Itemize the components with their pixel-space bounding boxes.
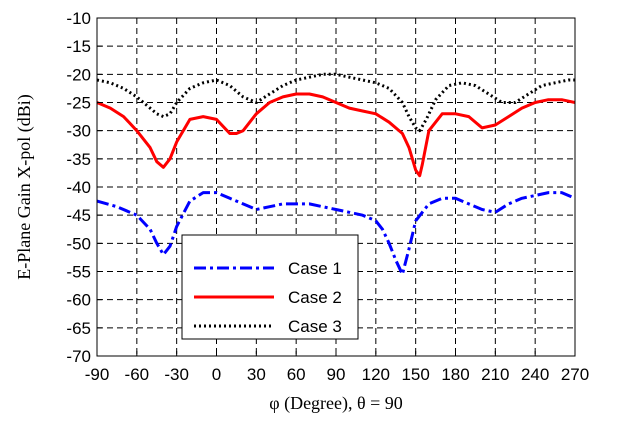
series-line-case-1: [97, 191, 575, 276]
x-tick-label: -60: [125, 365, 150, 384]
x-tick-label: 120: [362, 365, 390, 384]
x-axis-tick-labels: -90 -60 -30 0 30 60 90 120 150 180 210 240 270: [85, 365, 589, 384]
y-tick-label: -40: [66, 178, 91, 197]
y-axis-label: E-Plane Gain X-pol (dBi): [14, 94, 35, 279]
x-tick-label: 30: [247, 365, 266, 384]
y-tick-label: -25: [66, 94, 91, 113]
x-tick-label: -30: [164, 365, 189, 384]
y-tick-label: -35: [66, 150, 91, 169]
y-tick-label: -55: [66, 263, 91, 282]
legend-label: Case 1: [288, 259, 342, 278]
y-tick-label: -70: [66, 347, 91, 366]
series-line-case-3: [97, 72, 575, 133]
y-tick-label: -30: [66, 122, 91, 141]
x-tick-label: 90: [327, 365, 346, 384]
y-tick-label: -60: [66, 291, 91, 310]
legend-label: Case 3: [288, 317, 342, 336]
x-tick-label: 150: [401, 365, 429, 384]
x-tick-label: -90: [85, 365, 110, 384]
series-layer: [97, 72, 575, 276]
y-tick-label: -15: [66, 37, 91, 56]
legend-box: [181, 234, 359, 340]
x-tick-label: 0: [212, 365, 221, 384]
legend-label: Case 2: [288, 288, 342, 307]
tick-marks: [96, 17, 576, 357]
y-tick-label: -10: [66, 9, 91, 28]
x-tick-label: 180: [441, 365, 469, 384]
series-line-case-2: [97, 92, 575, 178]
x-tick-label: 210: [481, 365, 509, 384]
y-axis-tick-labels: -10 -15 -20 -25 -30 -35 -40 -45 -50 -55 -60 -65 -70: [66, 9, 91, 366]
y-tick-label: -45: [66, 206, 91, 225]
y-tick-label: -50: [66, 234, 91, 253]
x-tick-label: 60: [287, 365, 306, 384]
x-tick-label: 240: [521, 365, 549, 384]
x-tick-label: 270: [561, 365, 589, 384]
y-tick-label: -20: [66, 65, 91, 84]
x-axis-label: φ (Degree), θ = 90: [269, 393, 403, 414]
y-tick-label: -65: [66, 319, 91, 338]
legend: Case 1 Case 2 Case 3: [181, 234, 359, 340]
